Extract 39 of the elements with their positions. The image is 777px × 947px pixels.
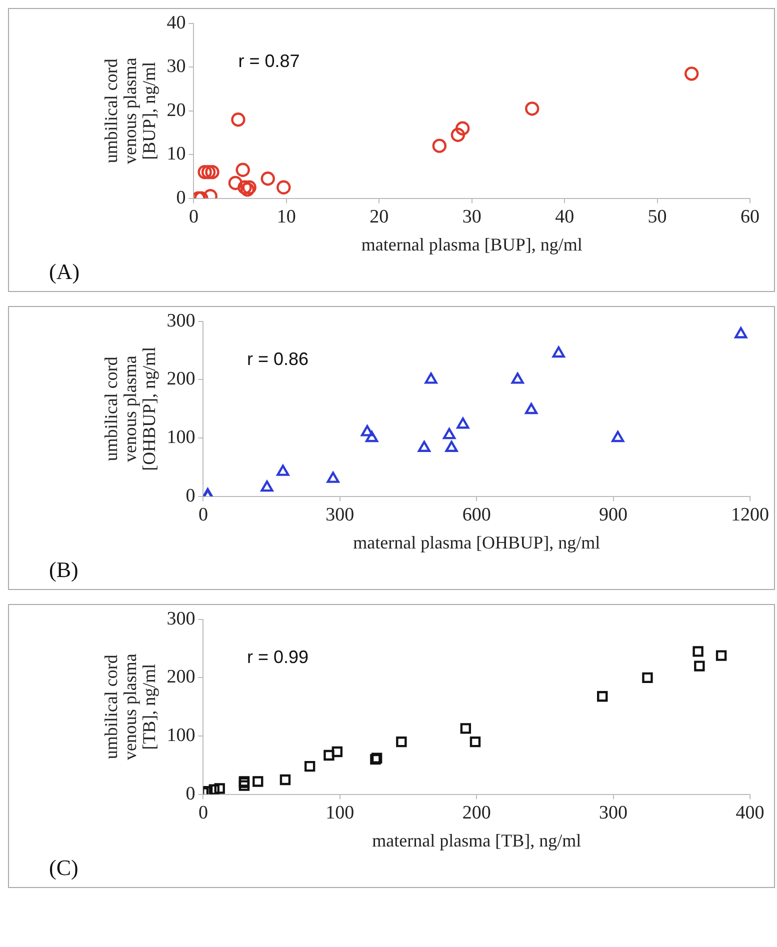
- x-tick-label: 60: [740, 206, 760, 228]
- y-axis-title: umbilical cord venous plasma [OHBUP], ng/ml: [101, 346, 159, 471]
- y-tick-label: 40: [166, 12, 186, 34]
- y-tick-label: 10: [166, 144, 186, 165]
- x-tick-label: 300: [326, 504, 354, 526]
- y-tick-label: 20: [166, 100, 186, 121]
- y-tick-label: 200: [166, 666, 196, 688]
- x-tick-label: 30: [462, 206, 482, 228]
- x-tick-label: 50: [648, 206, 667, 228]
- x-tick-label: 200: [462, 802, 491, 824]
- y-axis-title: umbilical cord venous plasma [TB], ng/ml: [101, 654, 159, 760]
- y-tick-label: 300: [166, 310, 196, 332]
- y-tick-label: 30: [166, 56, 186, 78]
- x-axis-title: maternal plasma [BUP], ng/ml: [361, 234, 582, 254]
- x-axis-title: maternal plasma [OHBUP], ng/ml: [353, 532, 600, 552]
- text: (B): [49, 557, 80, 583]
- y-tick-label: 0: [176, 187, 186, 208]
- x-tick-label: 300: [599, 802, 628, 824]
- annotation: r = 0.86: [246, 348, 308, 369]
- x-tick-label: 100: [326, 802, 354, 824]
- y-tick-label: 100: [166, 724, 196, 746]
- annotation: r = 0.99: [246, 646, 308, 667]
- text: (A): [49, 259, 81, 285]
- y-tick-label: 300: [166, 608, 196, 630]
- x-tick-label: 900: [599, 504, 628, 526]
- x-tick-label: 20: [370, 206, 389, 228]
- x-tick-label: 1200: [731, 504, 769, 526]
- text: (C): [49, 855, 80, 881]
- x-axis-title: maternal plasma [TB], ng/ml: [372, 830, 582, 850]
- y-tick-label: 0: [186, 485, 196, 506]
- y-tick-label: 200: [166, 368, 196, 390]
- y-axis-title: umbilical cord venous plasma [BUP], ng/ml: [101, 58, 159, 164]
- x-tick-label: 40: [555, 206, 574, 228]
- x-tick-label: 10: [276, 206, 296, 228]
- y-tick-label: 100: [166, 426, 196, 448]
- x-tick-label: 600: [462, 504, 491, 526]
- annotation: r = 0.87: [238, 50, 300, 71]
- x-tick-label: 400: [736, 802, 764, 824]
- y-tick-label: 0: [186, 783, 196, 804]
